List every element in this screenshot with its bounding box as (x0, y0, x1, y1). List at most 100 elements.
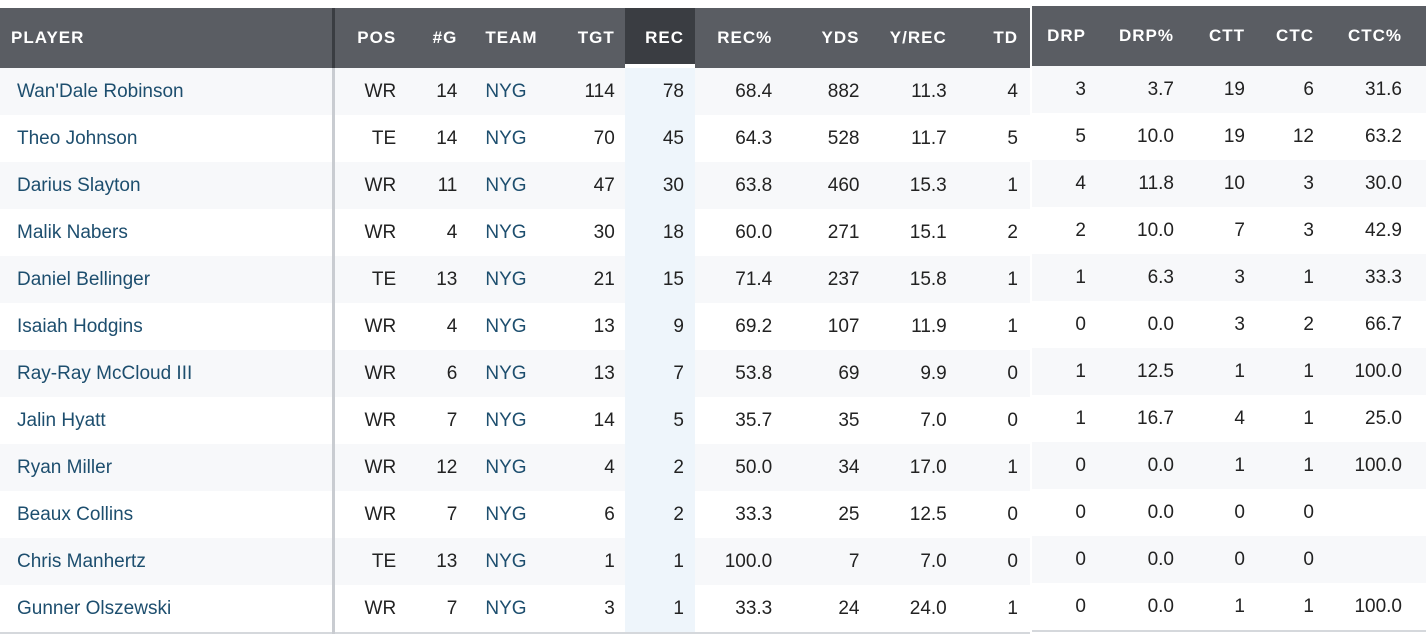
column-header-yds[interactable]: YDS (783, 8, 871, 68)
table-row: 0 0.0 1 1 100.0 (1032, 442, 1426, 489)
cell-y-rec: 17.0 (870, 444, 958, 491)
cell-tgt: 70 (544, 115, 625, 162)
cell-g: 12 (404, 444, 465, 491)
cell-td: 1 (957, 585, 1030, 634)
cell-g: 7 (404, 585, 465, 634)
cell-y-rec: 24.0 (870, 585, 958, 634)
table-row: Ray-Ray McCloud III WR 6 NYG 13 7 53.8 69 9.9 0 (0, 350, 1030, 397)
cell-ctc-pct: 100.0 (1325, 348, 1426, 395)
cell-ctc-pct: 100.0 (1325, 583, 1426, 632)
cell-ctt: 10 (1185, 160, 1255, 207)
player-name-link[interactable]: Ray-Ray McCloud III (0, 350, 336, 397)
cell-tgt: 21 (544, 256, 625, 303)
cell-rec: 78 (624, 68, 695, 115)
player-name-link[interactable]: Daniel Bellinger (0, 256, 336, 303)
player-name-link[interactable]: Malik Nabers (0, 209, 336, 256)
column-header-tgt[interactable]: TGT (544, 8, 625, 68)
player-name-link[interactable]: Isaiah Hodgins (0, 303, 336, 350)
cell-drp: 0 (1032, 442, 1097, 489)
team-link[interactable]: NYG (464, 256, 545, 303)
column-header-rec-pct[interactable]: REC% (694, 8, 784, 68)
table-row: 0 0.0 1 1 100.0 (1032, 583, 1426, 632)
team-link[interactable]: NYG (464, 491, 545, 538)
team-link[interactable]: NYG (464, 538, 545, 585)
cell-g: 13 (404, 538, 465, 585)
column-header-ctc[interactable]: CTC (1255, 6, 1325, 66)
column-header-td[interactable]: TD (957, 8, 1030, 68)
cell-y-rec: 15.1 (870, 209, 958, 256)
column-header-player[interactable]: PLAYER (0, 8, 336, 68)
cell-drp: 5 (1032, 113, 1097, 160)
column-header-ctc-pct[interactable]: CTC% (1325, 6, 1426, 66)
cell-yds: 25 (783, 491, 871, 538)
cell-pos: WR (333, 397, 405, 444)
cell-g: 4 (404, 303, 465, 350)
column-header-team[interactable]: TEAM (464, 8, 545, 68)
cell-drp-pct: 10.0 (1097, 207, 1185, 254)
column-header-drp-pct[interactable]: DRP% (1097, 6, 1185, 66)
cell-drp: 0 (1032, 301, 1097, 348)
team-link[interactable]: NYG (464, 350, 545, 397)
column-header-rec[interactable]: REC (624, 8, 695, 68)
cell-rec-pct: 33.3 (694, 491, 784, 538)
cell-tgt: 1 (544, 538, 625, 585)
column-header-g[interactable]: #G (404, 8, 465, 68)
cell-drp-pct: 0.0 (1097, 536, 1185, 583)
team-link[interactable]: NYG (464, 585, 545, 634)
cell-rec: 1 (624, 585, 695, 634)
cell-ctc: 12 (1255, 113, 1325, 160)
team-link[interactable]: NYG (464, 68, 545, 115)
cell-rec: 2 (624, 491, 695, 538)
cell-y-rec: 11.7 (870, 115, 958, 162)
cell-ctc-pct (1325, 536, 1426, 583)
cell-yds: 882 (783, 68, 871, 115)
column-header-pos[interactable]: POS (333, 8, 405, 68)
cell-ctc: 0 (1255, 536, 1325, 583)
cell-ctt: 1 (1185, 442, 1255, 489)
cell-g: 6 (404, 350, 465, 397)
cell-yds: 7 (783, 538, 871, 585)
cell-drp-pct: 16.7 (1097, 395, 1185, 442)
team-link[interactable]: NYG (464, 115, 545, 162)
team-link[interactable]: NYG (464, 162, 545, 209)
column-header-y-rec[interactable]: Y/REC (870, 8, 958, 68)
cell-ctc: 1 (1255, 583, 1325, 632)
cell-y-rec: 12.5 (870, 491, 958, 538)
team-link[interactable]: NYG (464, 209, 545, 256)
cell-drp-pct: 0.0 (1097, 489, 1185, 536)
player-name-link[interactable]: Jalin Hyatt (0, 397, 336, 444)
cell-td: 1 (957, 256, 1030, 303)
team-link[interactable]: NYG (464, 397, 545, 444)
player-name-link[interactable]: Ryan Miller (0, 444, 336, 491)
cell-yds: 528 (783, 115, 871, 162)
cell-td: 4 (957, 68, 1030, 115)
column-header-ctt[interactable]: CTT (1185, 6, 1255, 66)
cell-ctt: 1 (1185, 583, 1255, 632)
player-name-link[interactable]: Chris Manhertz (0, 538, 336, 585)
cell-drp: 1 (1032, 348, 1097, 395)
table-row: 5 10.0 19 12 63.2 (1032, 113, 1426, 160)
cell-ctt: 3 (1185, 254, 1255, 301)
column-header-drp[interactable]: DRP (1032, 6, 1097, 66)
player-name-link[interactable]: Theo Johnson (0, 115, 336, 162)
team-link[interactable]: NYG (464, 444, 545, 491)
cell-td: 1 (957, 444, 1030, 491)
cell-y-rec: 15.8 (870, 256, 958, 303)
cell-td: 0 (957, 397, 1030, 444)
table-row: Gunner Olszewski WR 7 NYG 3 1 33.3 24 24.0 1 (0, 585, 1030, 634)
table-row: Darius Slayton WR 11 NYG 47 30 63.8 460 15.3 1 (0, 162, 1030, 209)
table-row: Daniel Bellinger TE 13 NYG 21 15 71.4 237 15.8 1 (0, 256, 1030, 303)
cell-tgt: 14 (544, 397, 625, 444)
cell-ctc: 1 (1255, 442, 1325, 489)
cell-ctc-pct: 63.2 (1325, 113, 1426, 160)
player-name-link[interactable]: Beaux Collins (0, 491, 336, 538)
team-link[interactable]: NYG (464, 303, 545, 350)
table-row: Chris Manhertz TE 13 NYG 1 1 100.0 7 7.0 0 (0, 538, 1030, 585)
cell-pos: TE (333, 538, 405, 585)
cell-rec: 7 (624, 350, 695, 397)
player-name-link[interactable]: Darius Slayton (0, 162, 336, 209)
player-name-link[interactable]: Gunner Olszewski (0, 585, 336, 634)
player-name-link[interactable]: Wan'Dale Robinson (0, 68, 336, 115)
cell-rec-pct: 60.0 (694, 209, 784, 256)
table-row: Theo Johnson TE 14 NYG 70 45 64.3 528 11.7 5 (0, 115, 1030, 162)
